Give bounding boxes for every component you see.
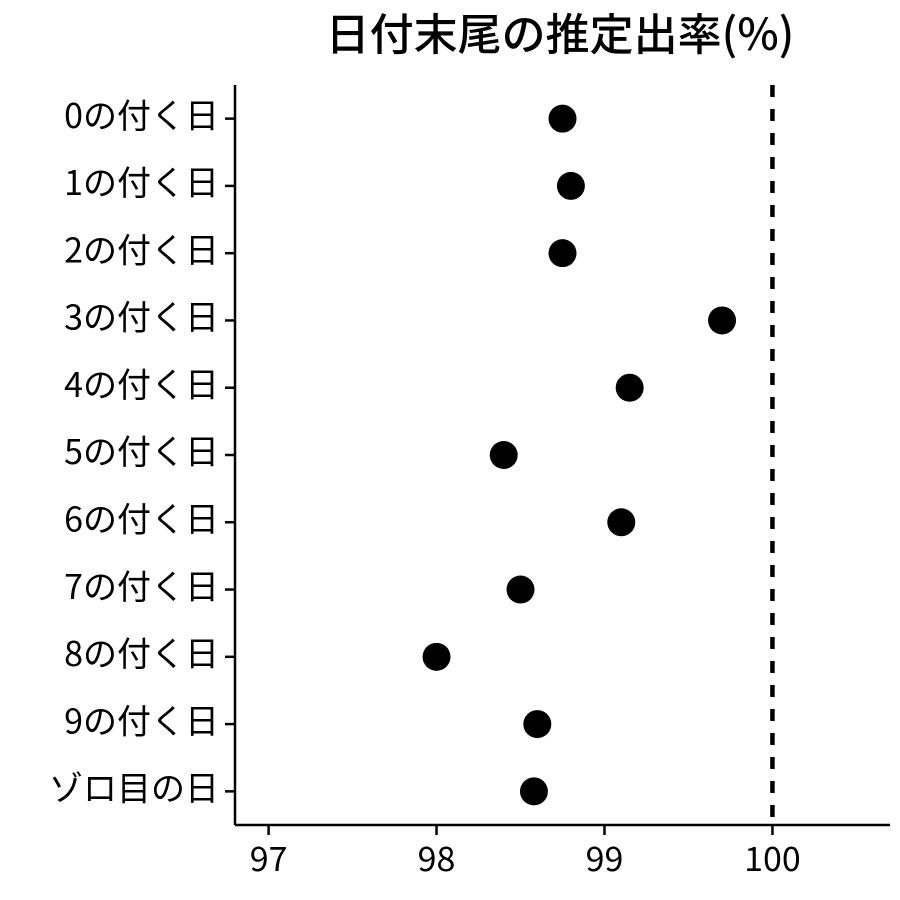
- y-tick-label: 0の付く日: [64, 89, 219, 138]
- data-point: [607, 508, 635, 536]
- dot-plot-chart: 日付末尾の推定出率(%) 0の付く日 1の付く日 2の付く日 3の付く日 4の付く日 5の付…: [0, 0, 900, 900]
- x-tick-label: 98: [418, 832, 456, 881]
- data-point: [708, 306, 736, 334]
- y-tick-label: ゾロ目の日: [49, 762, 219, 811]
- data-point: [507, 576, 535, 604]
- y-tick-label: 1の付く日: [64, 156, 219, 205]
- data-point: [520, 777, 548, 805]
- y-tick-label: 3の付く日: [64, 291, 219, 340]
- chart-title: 日付末尾の推定出率(%): [326, 0, 795, 63]
- y-tick-label: 7の付く日: [64, 560, 219, 609]
- y-tick-label: 5の付く日: [64, 425, 219, 474]
- y-tick-label: 4の付く日: [64, 358, 219, 407]
- data-point: [616, 374, 644, 402]
- y-tick-label: 6の付く日: [64, 493, 219, 542]
- x-tick-label: 97: [250, 832, 288, 881]
- x-tick-label: 100: [744, 832, 801, 881]
- data-point: [549, 105, 577, 133]
- data-point: [557, 172, 585, 200]
- y-tick-label: 9の付く日: [64, 694, 219, 743]
- data-point: [523, 710, 551, 738]
- y-tick-label: 2の付く日: [64, 223, 219, 272]
- y-tick-label: 8の付く日: [64, 627, 219, 676]
- data-point: [423, 643, 451, 671]
- data-point: [490, 441, 518, 469]
- x-tick-label: 99: [586, 832, 624, 881]
- data-point: [549, 239, 577, 267]
